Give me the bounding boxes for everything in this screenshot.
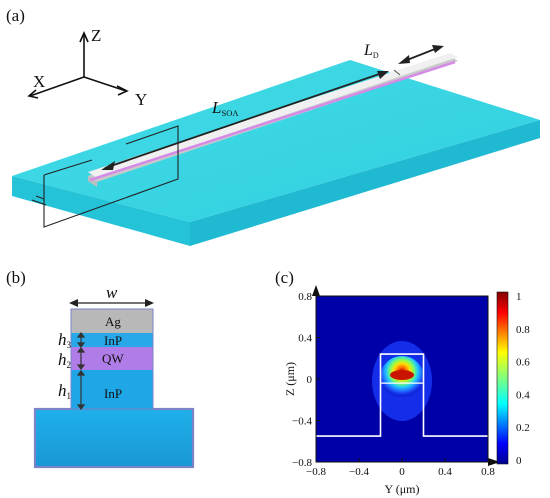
ridge-outline (70, 308, 154, 410)
bias-circuit (31, 125, 179, 228)
y-tick-label: −0.8 (292, 457, 312, 469)
width-arrowhead-right (145, 299, 154, 307)
x-tick-label: −0.4 (349, 466, 369, 478)
colorbar-tick-label: 0.2 (516, 422, 530, 434)
l-soa-label: LSOA (211, 98, 239, 118)
x-tick-labels: −0.8 −0.4 0 0.4 0.8 (306, 466, 495, 478)
y-tick-label: 0 (307, 374, 313, 386)
colorbar-tick-label: 0.6 (516, 357, 530, 369)
ridge-segment-divider (393, 69, 401, 76)
y-tick-label: −0.4 (292, 416, 312, 428)
y-axis-title: Z (μm) (283, 362, 297, 396)
colorbar-tick-label: 0.8 (516, 324, 530, 336)
height-h3-label: h3 (58, 330, 72, 350)
panel-a-label: (a) (6, 6, 25, 25)
panel-a: (a) Z X Y LSOA LD (6, 6, 540, 246)
l-soa-arrowhead-left (101, 161, 115, 170)
ridge-outline-overlay (316, 353, 488, 437)
axis-x-letter: X (33, 72, 45, 91)
mode-core (390, 370, 414, 380)
colorbar (496, 291, 509, 465)
layer-inp-top-label: InP (104, 333, 122, 348)
height-h1-label: h1 (58, 381, 71, 401)
substrate-front-face (12, 176, 190, 246)
x-axis-arrowhead (488, 458, 500, 466)
x-tick-label: 0 (399, 466, 405, 478)
y-axis-arrowhead (312, 285, 320, 296)
substrate-side-face (190, 120, 540, 246)
ridge-top-face (88, 53, 458, 178)
l-soa-arrow (104, 71, 386, 169)
layer-ag-label: Ag (105, 314, 121, 329)
x-tick-label: 0.4 (438, 466, 452, 478)
panel-b: (b) w Ag InP QW InP h3 h2 (6, 268, 195, 469)
l-soa-arrowhead-right (377, 71, 389, 79)
layer-inp-bottom (71, 370, 153, 410)
y-tick-labels: 0.8 0.4 0 −0.4 −0.8 (292, 291, 312, 469)
width-label: w (106, 283, 118, 302)
l-d-arrowhead-left (398, 55, 410, 64)
axis-z-letter: Z (91, 26, 101, 45)
layer-inp-top (71, 333, 153, 347)
panel-c-label: (c) (275, 268, 294, 287)
colorbar-tick-label: 1 (516, 291, 522, 303)
substrate-top-face (12, 60, 540, 222)
panel-c: (c) −0.8 −0.4 0 0.4 0.8 0.8 0.4 0 −0.4 −0.8 Y (μ… (275, 268, 530, 496)
x-tick-label: −0.8 (306, 466, 326, 478)
y-tick-label: 0.4 (298, 333, 312, 345)
layer-inp-bottom-label: InP (104, 386, 122, 401)
colorbar-tick-label: 0.4 (516, 389, 530, 401)
colorbar-tick-labels: 1 0.8 0.6 0.4 0.2 0 (516, 291, 530, 467)
x-tick-label: 0.8 (481, 466, 495, 478)
l-d-arrowhead-right (432, 45, 444, 53)
axis-y-letter: Y (135, 90, 147, 109)
coordinate-axes (27, 31, 129, 99)
layer-qw (71, 347, 153, 370)
height-arrows (76, 332, 86, 410)
substrate-block (33, 407, 195, 469)
l-d-label: LD (363, 42, 379, 60)
layer-qw-label: QW (102, 351, 124, 366)
width-arrowhead-left (69, 299, 78, 307)
colorbar-tick-label: 0 (516, 455, 522, 467)
y-tick-label: 0.8 (298, 291, 312, 303)
height-h2-label: h2 (58, 350, 71, 370)
quantum-well-stripe (89, 60, 456, 182)
panel-b-label: (b) (6, 268, 26, 287)
x-axis-title: Y (μm) (385, 482, 420, 496)
layer-ag (71, 309, 153, 333)
